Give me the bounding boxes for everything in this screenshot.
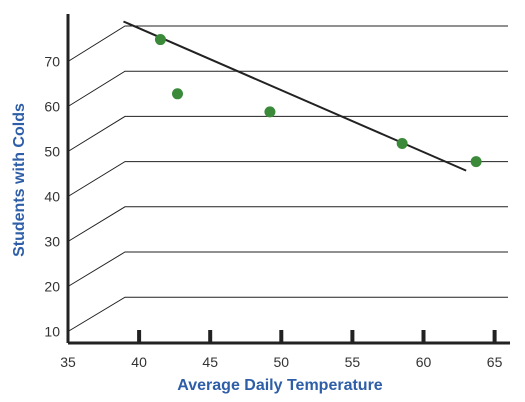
y-tick-label: 10: [44, 324, 60, 340]
y-tick-label: 30: [44, 234, 60, 250]
y-tick-label: 50: [44, 144, 60, 160]
gridline-40: [67, 161, 508, 197]
y-tick-labels: 10 20 30 40 50 60 70: [44, 54, 60, 340]
gridline-70: [67, 25, 508, 62]
y-tick-label: 40: [44, 189, 60, 205]
x-axis-title: Average Daily Temperature: [177, 377, 383, 394]
x-tick-label: 65: [487, 354, 503, 370]
y-tick-label: 60: [44, 99, 60, 115]
data-point: [470, 156, 482, 168]
data-point: [396, 138, 408, 150]
data-point: [154, 34, 166, 46]
y-tick-label: 20: [44, 279, 60, 295]
x-tick-label: 45: [202, 354, 218, 370]
data-point: [264, 106, 276, 118]
y-axis-title: Students with Colds: [11, 103, 28, 257]
x-tick-label: 40: [131, 354, 147, 370]
gridlines: [67, 25, 508, 332]
y-tick-label: 70: [44, 54, 60, 70]
x-tick-label: 50: [274, 354, 290, 370]
x-tick-label: 60: [416, 354, 432, 370]
gridline-60: [67, 70, 508, 107]
x-tick-labels: 35 40 45 50 55 60 65: [60, 330, 503, 370]
trend-line: [123, 20, 467, 172]
data-points: [154, 34, 482, 168]
data-point: [171, 88, 183, 100]
gridline-30: [67, 206, 508, 242]
gridline-10: [67, 296, 508, 332]
gridline-20: [67, 251, 508, 287]
x-tick-label: 35: [60, 354, 76, 370]
x-tick-label: 55: [345, 354, 361, 370]
gridline-50: [67, 115, 508, 152]
